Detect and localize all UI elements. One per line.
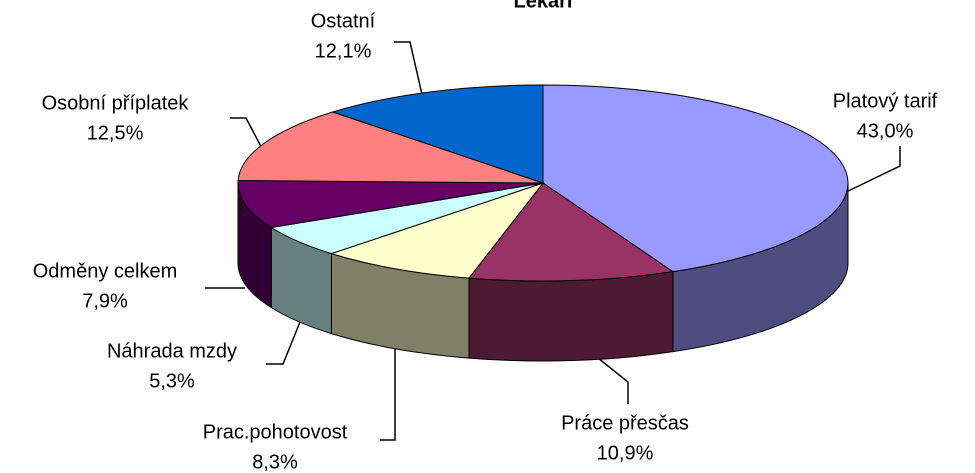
- slice-value-label: 12,1%: [315, 40, 372, 62]
- slice: [329, 182, 545, 279]
- slice-label: Prac.pohotovost: [203, 421, 348, 443]
- slice-label: Náhrada mzdy: [107, 340, 237, 362]
- slice-value-label: 8,3%: [252, 451, 298, 473]
- slice-side: [468, 271, 674, 362]
- leader-line: [266, 321, 301, 365]
- chart-title: Lékaři: [514, 0, 573, 12]
- slice-label: Práce přesčas: [561, 412, 689, 434]
- slice-label: Platový tarif: [833, 90, 938, 112]
- leader-line: [394, 41, 427, 113]
- slice-value-label: 12,5%: [87, 122, 144, 144]
- slice-label: Osobní příplatek: [42, 92, 190, 114]
- slice: [542, 84, 849, 273]
- slice-value-label: 10,9%: [597, 442, 654, 464]
- slice-value-label: 43,0%: [857, 120, 914, 142]
- slice: [468, 182, 675, 282]
- slice: [331, 84, 544, 184]
- slice-label: Odměny celkem: [33, 260, 178, 282]
- leader-line: [380, 342, 396, 441]
- leader-line: [597, 357, 629, 404]
- slice: [237, 111, 544, 184]
- slice: [237, 180, 544, 229]
- leader-line: [841, 146, 901, 195]
- slice-value-label: 7,9%: [82, 290, 128, 312]
- slice-label: Ostatní: [311, 10, 376, 32]
- slice-value-label: 5,3%: [149, 370, 195, 392]
- leader-line: [230, 117, 267, 157]
- leader-lines: [205, 41, 901, 441]
